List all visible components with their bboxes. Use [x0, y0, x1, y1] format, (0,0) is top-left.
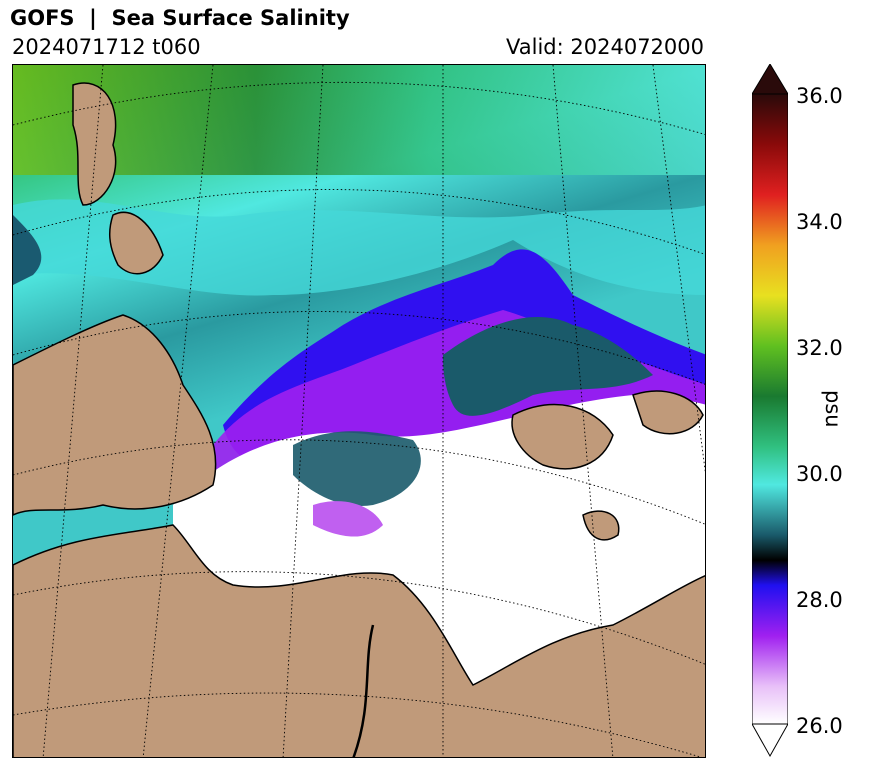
dark-teal-patch: [13, 215, 42, 285]
mainland-coast: [13, 524, 705, 757]
colorbar: [752, 64, 788, 758]
valid-time-label: Valid: 2024072000: [506, 35, 704, 59]
small-island: [582, 510, 620, 541]
teal-intrusion: [443, 316, 653, 416]
western-peninsula: [13, 314, 217, 516]
colorbar-max-extend: [752, 64, 788, 95]
cyan-band: [13, 199, 705, 296]
colorbar-tick-26: 26.0: [796, 714, 843, 738]
colorbar-tick-28: 28.0: [796, 588, 843, 612]
chart-title: GOFS | Sea Surface Salinity: [10, 6, 350, 30]
colorbar-tick-34: 34.0: [796, 210, 843, 234]
colorbar-gradient: [752, 93, 788, 725]
colorbar-tick-30: 30.0: [796, 462, 843, 486]
northern-saline-water: [13, 65, 705, 175]
west-island: [108, 211, 164, 275]
colorbar-tick-36: 36.0: [796, 84, 843, 108]
model-run-label: 2024071712 t060: [12, 35, 201, 59]
colorbar-unit-label: psu: [821, 390, 845, 428]
central-island: [511, 403, 614, 470]
teal-patch-south: [293, 431, 421, 506]
colorbar-min-extend: [752, 723, 788, 758]
northwest-island: [72, 82, 117, 206]
map-canvas: [13, 65, 705, 757]
east-island: [632, 390, 704, 435]
river: [352, 624, 375, 757]
colorbar-tick-32: 32.0: [796, 336, 843, 360]
graticule: [13, 65, 705, 757]
violet-patch-south: [313, 501, 383, 537]
salinity-map: [12, 64, 706, 758]
